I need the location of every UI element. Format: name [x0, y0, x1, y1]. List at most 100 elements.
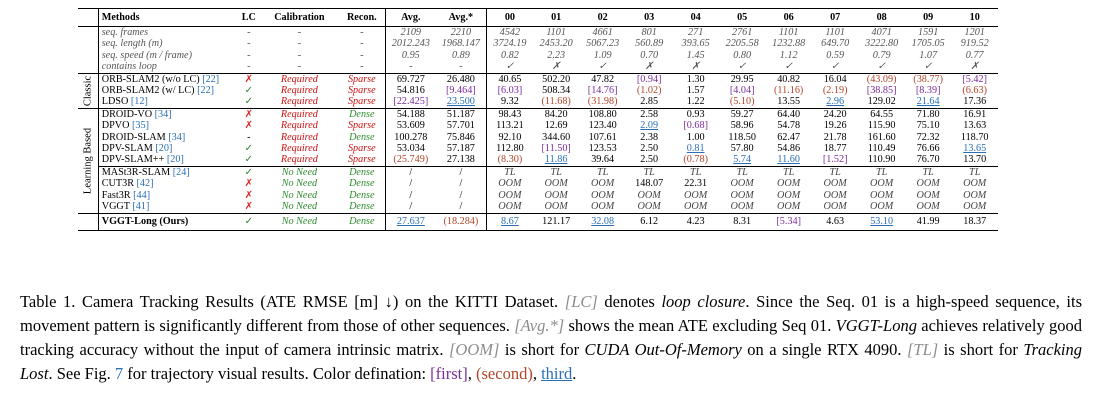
- value: [14.76]: [587, 85, 618, 97]
- value: 113.21: [496, 120, 524, 132]
- info-value: ✓: [877, 61, 886, 73]
- info-value: 2761: [731, 27, 753, 38]
- info-value: 4542: [485, 26, 533, 39]
- value-cell: [38.85]: [858, 85, 905, 96]
- value: 40.65: [498, 73, 522, 85]
- recon-cell: Dense: [338, 107, 386, 121]
- value: 13.63: [963, 120, 987, 132]
- value-cell: [14.76]: [579, 85, 626, 96]
- value: 121.17: [542, 215, 571, 227]
- caption-text: . Since the Seq. 01 is a high-speed sequ…: [20, 292, 1083, 335]
- value-cell: 29.95: [718, 72, 766, 86]
- column-header: LC: [237, 8, 260, 27]
- value-cell: OOM: [672, 201, 719, 213]
- value: 148.07: [635, 178, 664, 190]
- method-name: LDSO [12]: [97, 96, 238, 109]
- method-label: VGGT: [101, 201, 130, 213]
- recon-cell: Sparse: [347, 96, 376, 108]
- info-value: 2205.58: [725, 38, 759, 50]
- info-value: 5067.23: [586, 38, 620, 50]
- info-value: 1.12: [779, 49, 798, 61]
- value: 23.500: [446, 96, 475, 108]
- citation-link[interactable]: [41]: [132, 201, 150, 213]
- value-cell: 100.278: [384, 131, 436, 144]
- value-cell: 13.55: [765, 96, 812, 108]
- info-value: 1.09: [593, 49, 612, 61]
- info-value: 0.79: [872, 49, 891, 61]
- value: OOM: [544, 201, 568, 213]
- lc-mark: ✓: [237, 212, 260, 231]
- caption-lc-tag: [LC]: [564, 292, 598, 311]
- value-cell: 75.10: [905, 120, 952, 131]
- value-cell: 72.32: [905, 132, 952, 143]
- value-cell: 13.70: [951, 154, 998, 166]
- citation-link[interactable]: [44]: [133, 189, 151, 201]
- value: 107.61: [588, 131, 617, 143]
- value-cell: 113.21: [485, 120, 533, 132]
- method-name: DROID-VO [34]: [97, 107, 238, 121]
- value-cell: TL: [765, 165, 812, 179]
- citation-link[interactable]: [34]: [168, 131, 186, 143]
- info-value: -: [247, 61, 251, 73]
- citation-link[interactable]: [22]: [202, 73, 220, 85]
- citation-link[interactable]: [22]: [197, 85, 215, 97]
- value-cell: (25.749): [384, 154, 436, 167]
- calibration-cell: Required: [259, 72, 339, 86]
- column-header: Methods: [97, 8, 238, 27]
- caption-oom-tag: [OOM]: [449, 340, 500, 359]
- citation-link[interactable]: [12]: [130, 96, 148, 108]
- method-name: VGGT [41]: [97, 201, 238, 213]
- value-cell: [22.425]: [384, 96, 436, 109]
- value: OOM: [777, 178, 801, 190]
- value-cell: 4.23: [672, 212, 719, 231]
- value: 2.50: [640, 143, 659, 155]
- caption-vggt: VGGT-Long: [835, 316, 917, 335]
- value-cell: 2.85: [626, 96, 673, 108]
- value: 92.10: [498, 131, 522, 143]
- citation-link[interactable]: [20]: [155, 143, 173, 155]
- value: 62.47: [777, 131, 801, 143]
- calibration-cell: No Need: [259, 165, 339, 179]
- value-cell: /: [435, 165, 487, 179]
- method-row: DROID-SLAM [34] - Required Dense 100.278 75.8…: [78, 131, 998, 144]
- value: 5.74: [733, 154, 752, 166]
- value-cell: 6.12: [625, 212, 673, 231]
- citation-link[interactable]: [35]: [132, 120, 149, 132]
- info-value: ✗: [970, 61, 979, 73]
- value-cell: 27.138: [436, 154, 487, 166]
- value: 75.10: [916, 120, 940, 132]
- value-cell: 27.637: [384, 212, 436, 231]
- method-row: Classic ORB-SLAM2 (w/o LC) [22] ✗ Required S…: [78, 72, 998, 109]
- method-row: DPV-SLAM [20] ✓ Required Sparse 53.034 57.187…: [78, 143, 998, 155]
- value: 24.20: [823, 108, 847, 120]
- value-cell: 98.43: [485, 107, 533, 121]
- column-header: 01: [532, 8, 580, 27]
- citation-link[interactable]: [20]: [166, 154, 184, 166]
- value: OOM: [498, 189, 522, 201]
- figure-link[interactable]: 7: [114, 364, 124, 383]
- citation-link[interactable]: [24]: [172, 166, 190, 178]
- value: 1.00: [686, 131, 705, 143]
- value-cell: OOM: [905, 201, 952, 213]
- recon-cell: Dense: [349, 178, 375, 190]
- value: /: [459, 166, 463, 178]
- method-label: MASt3R-SLAM: [101, 166, 171, 178]
- method-name: CUT3R [42]: [97, 178, 238, 190]
- value: 51.187: [446, 108, 475, 120]
- value-cell: 8.67: [485, 212, 533, 231]
- value-cell: 1.00: [672, 132, 719, 143]
- caption-text: denotes: [597, 292, 662, 311]
- value: 2.38: [640, 131, 659, 143]
- value: 2.09: [640, 120, 659, 132]
- value: 58.96: [730, 120, 754, 132]
- value: 40.82: [777, 73, 801, 85]
- citation-link[interactable]: [42]: [136, 178, 154, 190]
- value-cell: 1.57: [672, 85, 719, 96]
- calibration-cell: Required: [280, 85, 318, 97]
- citation-link[interactable]: [34]: [154, 108, 172, 120]
- value-cell: 18.77: [812, 143, 859, 154]
- value-cell: 108.80: [579, 107, 626, 121]
- value-cell: 23.500: [436, 96, 487, 108]
- method-row: Learning Based DROID-VO [34] ✗ Required Dens…: [78, 107, 998, 213]
